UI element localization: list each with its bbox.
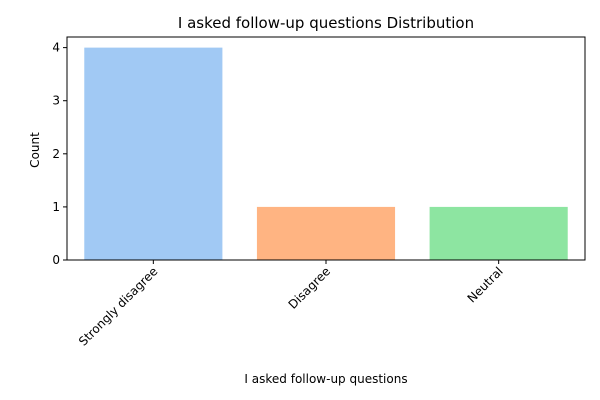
- x-tick-label-0: Strongly disagree: [76, 264, 160, 348]
- y-tick-label-0: 0: [52, 253, 60, 267]
- chart-title: I asked follow-up questions Distribution: [178, 14, 474, 32]
- y-tick-label-2: 2: [52, 147, 60, 161]
- y-axis-label: Count: [28, 132, 42, 168]
- y-tick-label-4: 4: [52, 41, 60, 55]
- y-tick-label-1: 1: [52, 200, 60, 214]
- bar-1: [256, 206, 396, 260]
- x-tick-label-2: Neutral: [465, 264, 506, 305]
- y-tick-label-3: 3: [52, 94, 60, 108]
- x-axis-label: I asked follow-up questions: [244, 372, 407, 386]
- bar-0: [84, 47, 223, 261]
- bar-2: [429, 206, 568, 260]
- plot-area: 0 1 2 3 4 Strongly disagree Disagree Neutral: [52, 36, 586, 349]
- x-tick-label-1: Disagree: [286, 264, 334, 312]
